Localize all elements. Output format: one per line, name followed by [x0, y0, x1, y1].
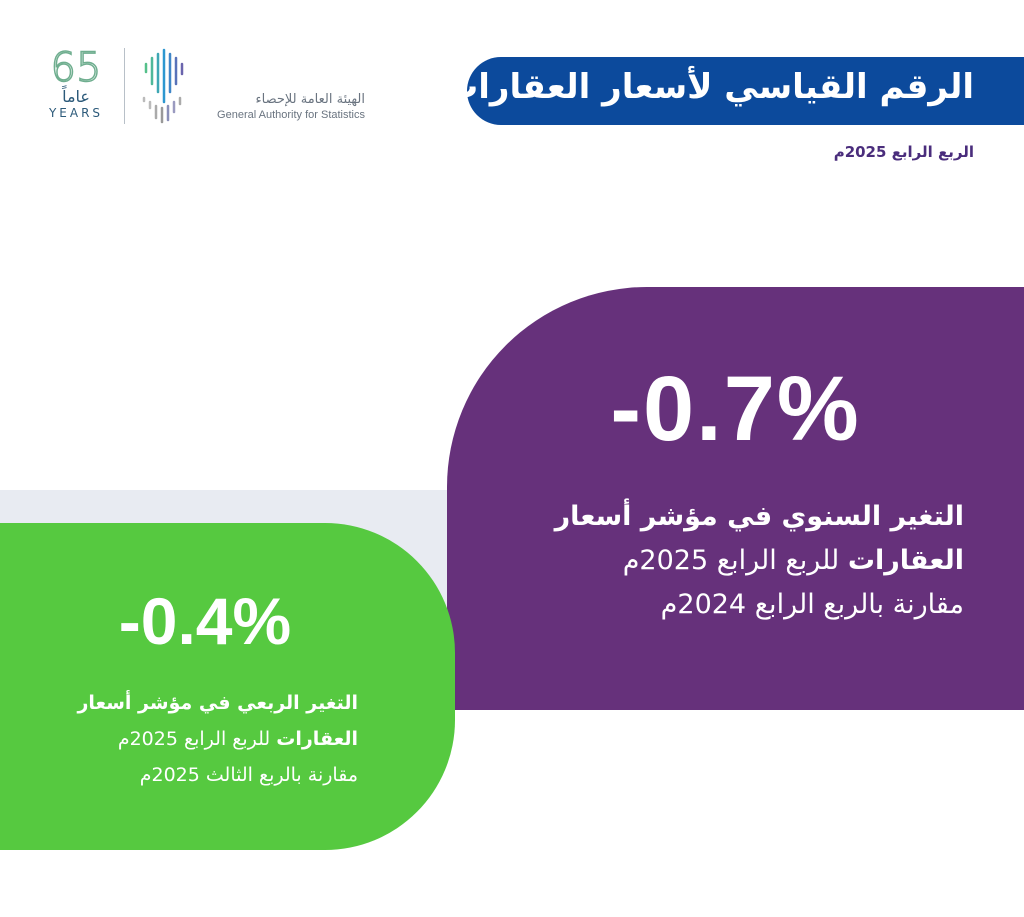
- annual-line2-rest: للربع الرابع 2025م: [622, 545, 848, 576]
- annual-line3: مقارنة بالربع الرابع 2024م: [660, 589, 964, 620]
- anniversary-english: YEARS: [48, 106, 104, 120]
- anniversary-arabic: عاماً: [62, 87, 90, 106]
- quarterly-line1: التغير الربعي في مؤشر أسعار: [77, 692, 358, 714]
- annual-line2-bold: العقارات: [847, 545, 964, 576]
- annual-change-card: -0.7% التغير السنوي في مؤشر أسعار العقار…: [447, 287, 1024, 710]
- quarterly-change-description: التغير الربعي في مؤشر أسعار العقارات للر…: [77, 685, 358, 793]
- annual-change-value: -0.7%: [610, 358, 861, 460]
- quarterly-line3: مقارنة بالربع الثالث 2025م: [139, 764, 358, 786]
- anniversary-number: 65: [50, 45, 102, 91]
- gastat-wordmark: الهيئة العامة للإحصاء General Authority …: [200, 92, 365, 122]
- title-banner: الرقم القياسي لأسعار العقارات: [444, 57, 1024, 125]
- annual-change-description: التغير السنوي في مؤشر أسعار العقارات للر…: [555, 495, 964, 627]
- period-subtitle: الربع الرابع 2025م: [833, 143, 974, 161]
- gastat-english-name: General Authority for Statistics: [217, 109, 365, 121]
- gastat-arabic-name: الهيئة العامة للإحصاء: [255, 92, 365, 107]
- quarterly-line2-bold: العقارات: [276, 728, 358, 750]
- page-title: الرقم القياسي لأسعار العقارات: [444, 67, 974, 107]
- annual-line1: التغير السنوي في مؤشر أسعار: [554, 501, 964, 532]
- quarterly-line2-rest: للربع الرابع 2025م: [117, 728, 277, 750]
- 65-years-logo: 65 عاماً YEARS: [44, 45, 108, 128]
- gastat-barcode-palm-icon: [142, 48, 184, 124]
- quarterly-change-card: -0.4% التغير الربعي في مؤشر أسعار العقار…: [0, 523, 455, 850]
- logo-divider: [124, 48, 125, 124]
- quarterly-change-value: -0.4%: [118, 584, 292, 658]
